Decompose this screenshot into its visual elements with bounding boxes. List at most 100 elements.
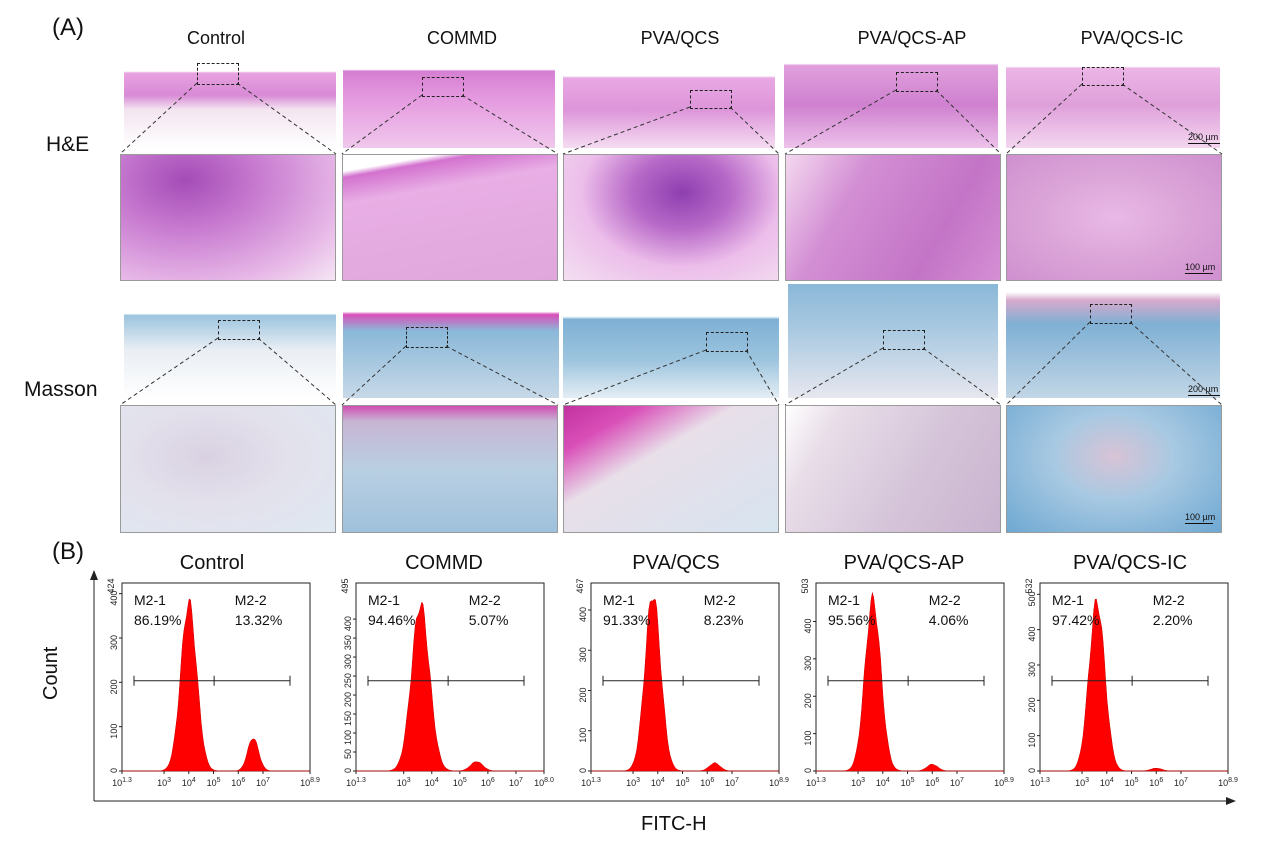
y-tick-label: 250	[343, 673, 353, 688]
y-tick-label: 300	[343, 654, 353, 669]
y-tick-label: 400	[1027, 627, 1037, 642]
x-tick-label: 106	[1149, 777, 1163, 788]
y-tick-label: 0	[343, 768, 353, 773]
x-tick-exponent: 5	[1135, 777, 1139, 784]
masson-low-pva-qcs	[563, 302, 779, 398]
gate-percent-left: 97.42%	[1052, 612, 1099, 628]
y-max-label: 467	[575, 578, 585, 593]
x-tick-exponent: 4	[192, 777, 196, 784]
y-tick-label: 400	[109, 591, 119, 606]
he-low-control	[124, 52, 336, 148]
x-tick-label: 107	[256, 777, 270, 788]
scale-bar-100-he: 100 µm	[1185, 262, 1215, 274]
gate-percent-left: 95.56%	[828, 612, 875, 628]
gate-label-right: M2-2	[704, 592, 736, 608]
roi-box	[422, 77, 464, 97]
x-tick-label: 106	[700, 777, 714, 788]
x-tick-exponent: 1.3	[356, 777, 366, 784]
he-high-commd	[342, 154, 558, 281]
y-tick-label: 150	[343, 711, 353, 726]
x-tick-exponent: 8.9	[310, 777, 320, 784]
roi-box	[706, 332, 748, 352]
x-tick-exponent: 7	[960, 777, 964, 784]
row-label-masson: Masson	[24, 378, 98, 401]
scale-bar-200-he: 200 µm	[1188, 132, 1220, 144]
gate-percent-right: 8.23%	[704, 612, 744, 628]
flow-title-pva-qcs-ap: PVA/QCS-AP	[843, 552, 965, 574]
masson-low-pva-qcs-ap	[788, 284, 998, 398]
he-low-commd	[343, 52, 555, 148]
x-tick-label: 103	[851, 777, 865, 788]
he-low-pva-qcs-ap	[784, 52, 998, 148]
x-tick-label: 105	[453, 777, 467, 788]
gate-percent-left: 94.46%	[368, 612, 415, 628]
x-tick-label: 103	[1075, 777, 1089, 788]
x-tick-exponent: 8.9	[1004, 777, 1014, 784]
x-tick-exponent: 3	[167, 777, 171, 784]
plot-frame	[121, 582, 311, 772]
gate-label-right: M2-2	[1153, 592, 1185, 608]
x-tick-label: 101.3	[1030, 777, 1050, 788]
y-tick-label: 200	[1027, 697, 1037, 712]
y-tick-label: 0	[1027, 768, 1037, 773]
histogram-area	[591, 599, 779, 772]
x-tick-exponent: 3	[407, 777, 411, 784]
x-tick-exponent: 4	[886, 777, 890, 784]
flow-title-commd: COMMD	[405, 552, 483, 574]
y-tick-label: 100	[109, 724, 119, 739]
x-tick-exponent: 5	[686, 777, 690, 784]
x-tick-label: 104	[425, 777, 439, 788]
x-tick-label: 108.9	[1218, 777, 1238, 788]
zoom-connectors	[119, 82, 1223, 406]
masson-high-pva-qcs	[563, 405, 779, 533]
x-tick-exponent: 4	[435, 777, 439, 784]
x-tick-label: 101.3	[346, 777, 366, 788]
plot-frame	[355, 582, 545, 772]
y-tick-label: 0	[803, 768, 813, 773]
x-tick-exponent: 3	[861, 777, 865, 784]
he-high-control	[120, 154, 336, 281]
x-tick-exponent: 6	[241, 777, 245, 784]
gate-label-right: M2-2	[469, 592, 501, 608]
histogram-area	[122, 598, 310, 772]
plot-frame	[1039, 582, 1229, 772]
scale-bar-100-masson: 100 µm	[1185, 512, 1215, 524]
y-tick-label: 300	[1027, 662, 1037, 677]
y-tick-label: 100	[1027, 733, 1037, 748]
y-tick-label: 100	[578, 728, 588, 743]
y-tick-label: 200	[343, 692, 353, 707]
scale-bar-label: 200 µm	[1188, 384, 1219, 394]
masson-high-pva-qcs-ap	[785, 405, 1001, 533]
x-tick-label: 101.3	[581, 777, 601, 788]
x-tick-exponent: 5	[463, 777, 467, 784]
masson-high-commd	[342, 405, 558, 533]
x-tick-exponent: 6	[491, 777, 495, 784]
y-tick-label: 300	[578, 647, 588, 662]
x-tick-exponent: 5	[217, 777, 221, 784]
y-tick-label: 0	[578, 768, 588, 773]
masson-low-control	[124, 302, 336, 398]
gate-percent-right: 4.06%	[929, 612, 969, 628]
x-tick-exponent: 6	[1159, 777, 1163, 784]
scale-bar-200-masson: 200 µm	[1188, 384, 1220, 396]
histogram-area	[356, 601, 544, 772]
x-tick-exponent: 5	[911, 777, 915, 784]
gate-percent-right: 5.07%	[469, 612, 509, 628]
roi-box	[1082, 67, 1124, 86]
roi-box	[690, 90, 732, 109]
x-tick-label: 107	[509, 777, 523, 788]
x-tick-exponent: 3	[1085, 777, 1089, 784]
gate-percent-right: 13.32%	[235, 612, 282, 628]
x-tick-exponent: 7	[519, 777, 523, 784]
masson-low-commd	[343, 302, 559, 398]
gate-percent-left: 86.19%	[134, 612, 181, 628]
gate-label-left: M2-1	[1052, 592, 1084, 608]
gate-label-left: M2-1	[828, 592, 860, 608]
x-tick-label: 104	[182, 777, 196, 788]
y-max-label: 503	[800, 578, 810, 593]
roi-box	[1090, 304, 1132, 324]
x-tick-label: 106	[925, 777, 939, 788]
scale-bar-label: 200 µm	[1188, 132, 1219, 142]
he-high-pva-qcs	[563, 154, 779, 281]
gate-label-right: M2-2	[929, 592, 961, 608]
